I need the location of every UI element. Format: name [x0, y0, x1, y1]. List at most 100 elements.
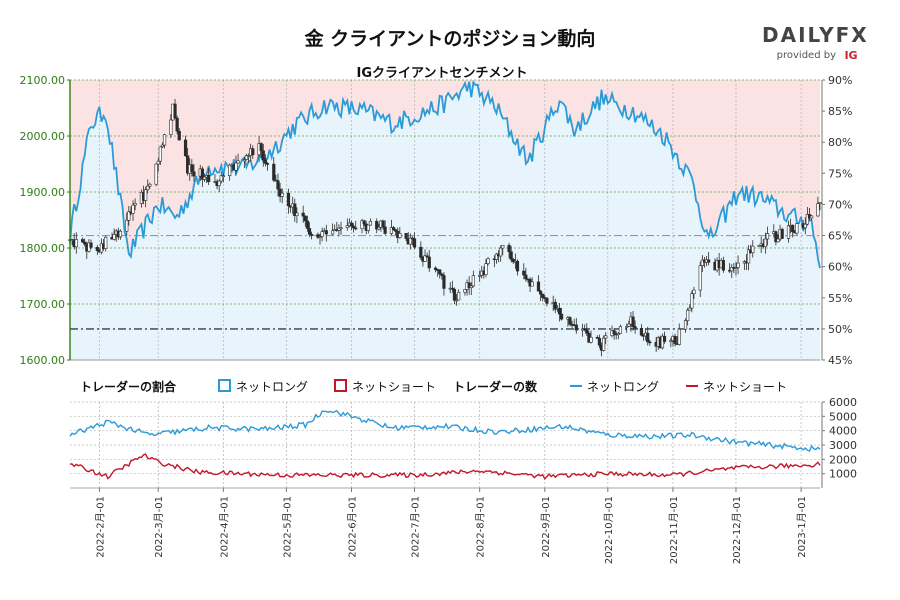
candle-body — [450, 287, 454, 290]
candle-body — [286, 192, 291, 207]
price-candle — [734, 261, 738, 276]
candle-body — [160, 144, 165, 148]
candle-body — [559, 313, 564, 320]
price-candle — [467, 276, 471, 295]
candle-body — [173, 103, 177, 119]
candle-body — [127, 211, 131, 221]
price-candle — [192, 164, 196, 182]
price-candle — [425, 252, 429, 258]
price-candle — [251, 145, 255, 159]
price-tick-label: 2100.00 — [20, 74, 66, 87]
price-candle — [81, 237, 85, 243]
sentiment-tick-label: 60% — [828, 261, 852, 274]
candle-body — [404, 233, 408, 239]
candle-body — [673, 336, 677, 344]
x-tick-label: 2022-7月-01 — [410, 496, 422, 558]
price-tick-label: 1800.00 — [20, 242, 66, 255]
candle-body — [433, 267, 438, 270]
candle-body — [83, 241, 87, 245]
candle-body — [217, 180, 221, 187]
price-candle — [763, 232, 767, 254]
candle-body — [700, 259, 704, 266]
candle-body — [381, 220, 385, 228]
candle-body — [486, 258, 490, 265]
price-candle — [160, 142, 165, 149]
candle-body — [536, 281, 541, 292]
candle-body — [272, 163, 276, 181]
price-candle — [633, 320, 637, 334]
price-candle — [625, 323, 629, 333]
candle-body — [156, 160, 160, 165]
price-candle — [280, 188, 284, 204]
candle-body — [419, 246, 423, 258]
legend-ratio-title: トレーダーの割合 — [80, 379, 177, 394]
price-candle — [324, 224, 328, 242]
price-candle — [276, 173, 280, 197]
trader-count-panel: 2022-2月-01 2022-3月-01 2022-4月-01 2022-5月-01… — [69, 396, 857, 564]
price-candle — [452, 287, 457, 304]
lower-gridlines — [70, 401, 820, 488]
price-candle — [221, 173, 225, 183]
price-candle — [686, 307, 690, 326]
count-tick-label: 4000 — [829, 425, 857, 438]
candle-body — [469, 285, 473, 288]
candle-body — [639, 327, 644, 336]
price-candle — [173, 99, 177, 119]
candle-body — [354, 227, 358, 230]
price-candle — [112, 228, 116, 241]
sentiment-tick-label: 50% — [828, 323, 852, 336]
price-candle — [585, 323, 589, 337]
price-candle — [394, 228, 398, 236]
candle-body — [568, 317, 572, 325]
x-tick-label: 2022-12月-01 — [731, 496, 743, 564]
price-candle — [202, 173, 207, 182]
candle-body — [425, 255, 429, 258]
price-candle — [433, 266, 438, 273]
price-candle — [423, 249, 427, 262]
price-candle — [602, 335, 606, 352]
candle-body — [511, 259, 515, 263]
price-candle — [391, 225, 396, 231]
candle-body — [698, 265, 702, 291]
price-candle — [360, 218, 364, 234]
net-long-area — [70, 81, 820, 360]
x-tick-label: 2022-2月-01 — [94, 496, 106, 558]
price-candle — [463, 289, 467, 296]
price-candle — [818, 202, 822, 211]
price-candles — [68, 99, 822, 357]
price-candle — [158, 146, 162, 165]
candle-body — [383, 226, 387, 234]
candle-body — [177, 130, 181, 141]
price-candle — [511, 257, 515, 264]
price-candle — [89, 239, 93, 249]
candle-body — [604, 335, 608, 339]
candle-body — [818, 202, 822, 204]
price-candle — [450, 280, 454, 293]
legend-ratio-short-label: ネットショート — [352, 380, 436, 394]
price-candle — [454, 294, 459, 306]
candle-body — [648, 341, 652, 344]
price-candle — [803, 217, 807, 235]
candle-body — [242, 159, 246, 162]
candle-body — [757, 245, 761, 247]
candle-body — [574, 324, 578, 331]
x-tick-label: 2022-11月-01 — [668, 496, 680, 564]
candle-body — [501, 244, 505, 249]
price-candle — [776, 234, 780, 243]
candle-body — [375, 220, 379, 230]
candle-body — [627, 323, 631, 327]
price-candle — [278, 183, 282, 203]
candle-body — [331, 230, 335, 235]
price-candle — [589, 330, 593, 344]
price-candle — [375, 218, 379, 234]
price-candle — [368, 218, 373, 226]
x-tick-label: 2022-6月-01 — [347, 496, 359, 558]
price-candle — [471, 270, 475, 288]
candle-body — [524, 274, 528, 280]
candle-body — [278, 188, 282, 197]
candle-body — [259, 143, 263, 152]
price-candle — [707, 252, 711, 266]
candle-body — [688, 307, 692, 311]
price-candle — [118, 229, 123, 240]
candle-body — [522, 270, 526, 276]
